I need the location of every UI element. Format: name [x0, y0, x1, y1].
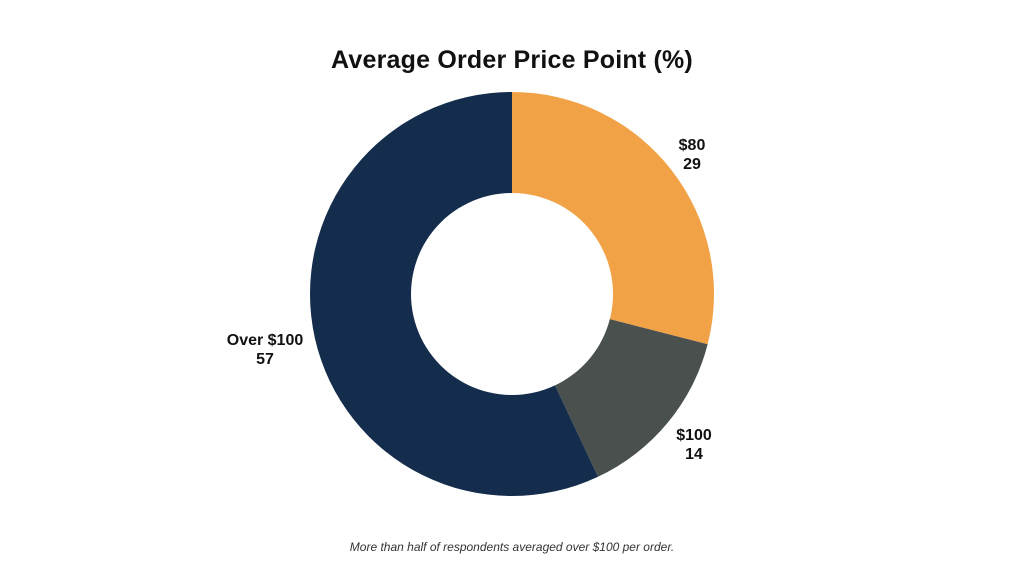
chart-caption: More than half of respondents averaged o…	[349, 540, 675, 554]
slice-100	[555, 319, 708, 477]
donut-slices	[309, 92, 714, 497]
slice-label-100: $100 14	[676, 426, 712, 464]
slice-label-name: $100	[676, 427, 712, 444]
slice-label-name: Over $100	[226, 332, 304, 349]
slice-over-100	[309, 92, 599, 497]
slice-label-name: $80	[678, 137, 706, 154]
slice-label-value: 29	[683, 156, 701, 173]
slice-label-over-100: Over $100 57	[227, 331, 304, 369]
chart-title: Average Order Price Point (%)	[331, 46, 693, 74]
slice-label-value: 57	[256, 351, 274, 368]
slice-80	[512, 92, 714, 345]
slice-label-value: 14	[685, 446, 703, 463]
slice-label-80: $80 29	[679, 136, 706, 174]
